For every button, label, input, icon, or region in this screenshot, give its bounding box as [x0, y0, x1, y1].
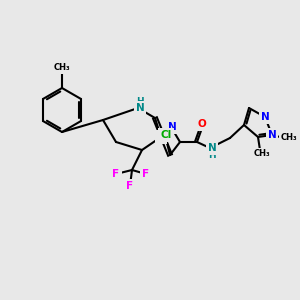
Text: F: F	[112, 169, 120, 179]
Text: Cl: Cl	[160, 130, 172, 140]
Text: CH₃: CH₃	[54, 64, 70, 73]
Text: O: O	[198, 119, 206, 129]
Text: H: H	[208, 151, 216, 160]
Text: N: N	[136, 103, 144, 113]
Text: N: N	[208, 143, 216, 153]
Text: CH₃: CH₃	[254, 149, 270, 158]
Text: F: F	[126, 181, 134, 191]
Text: F: F	[142, 169, 150, 179]
Text: N: N	[157, 132, 165, 142]
Text: N: N	[261, 112, 269, 122]
Text: N: N	[168, 122, 176, 132]
Text: H: H	[136, 98, 144, 106]
Text: CH₃: CH₃	[281, 134, 297, 142]
Text: N: N	[268, 130, 276, 140]
